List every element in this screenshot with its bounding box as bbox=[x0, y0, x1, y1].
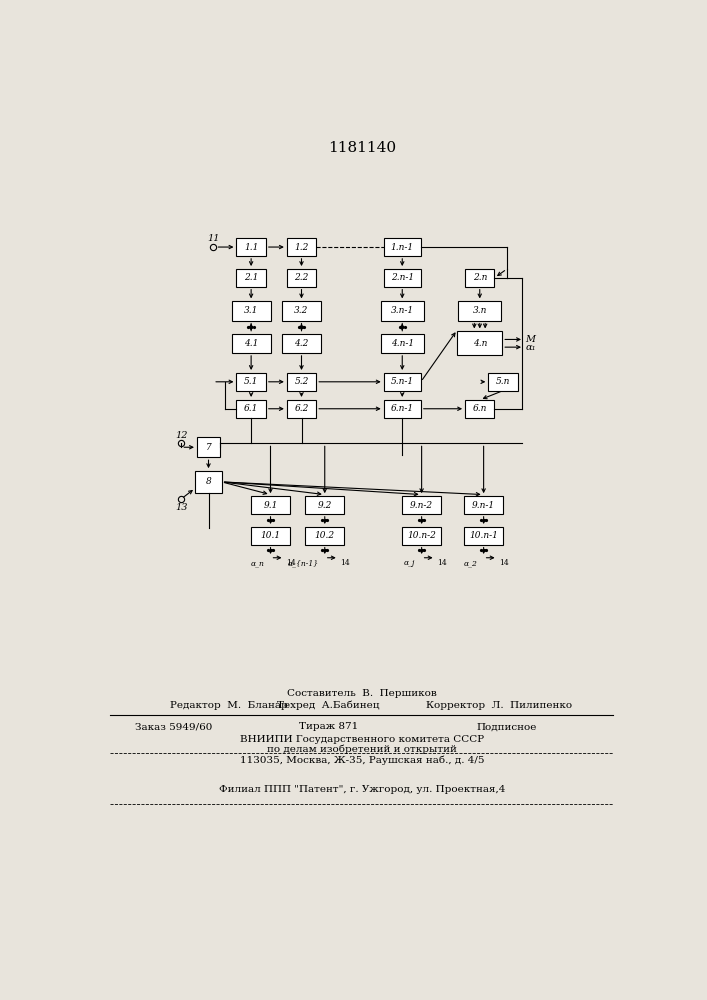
Bar bbox=[236, 269, 266, 287]
Text: Подписное: Подписное bbox=[477, 722, 537, 731]
Bar bbox=[381, 334, 423, 353]
Bar bbox=[251, 527, 290, 545]
Bar bbox=[236, 238, 266, 256]
Bar bbox=[458, 301, 501, 321]
Text: 5.n-1: 5.n-1 bbox=[391, 377, 414, 386]
Text: 9.2: 9.2 bbox=[317, 500, 332, 510]
Text: 2.1: 2.1 bbox=[244, 273, 258, 282]
Bar bbox=[197, 437, 220, 457]
Bar bbox=[402, 527, 441, 545]
Text: 14: 14 bbox=[286, 559, 296, 567]
Text: α_n: α_n bbox=[250, 559, 264, 567]
Text: 7: 7 bbox=[206, 443, 211, 452]
Bar bbox=[282, 334, 321, 353]
Bar bbox=[457, 331, 502, 355]
Bar bbox=[251, 496, 290, 514]
Text: 6.n-1: 6.n-1 bbox=[391, 404, 414, 413]
Text: 6.2: 6.2 bbox=[294, 404, 309, 413]
Text: Редактор  М.  Бланар: Редактор М. Бланар bbox=[170, 701, 288, 710]
Text: Филиал ППП "Патент", г. Ужгород, ул. Проектная,4: Филиал ППП "Патент", г. Ужгород, ул. Про… bbox=[218, 785, 505, 794]
Text: 10.n-1: 10.n-1 bbox=[469, 531, 498, 540]
Text: 6.1: 6.1 bbox=[244, 404, 258, 413]
Bar bbox=[287, 238, 316, 256]
Text: Техред  А.Бабинец: Техред А.Бабинец bbox=[277, 700, 380, 710]
Text: М: М bbox=[525, 335, 535, 344]
Bar bbox=[305, 496, 344, 514]
Bar bbox=[236, 400, 266, 418]
Text: 3.1: 3.1 bbox=[244, 306, 258, 315]
Bar bbox=[381, 301, 423, 321]
Text: 2.2: 2.2 bbox=[294, 273, 309, 282]
Bar bbox=[305, 527, 344, 545]
Bar bbox=[464, 496, 503, 514]
Text: α₁: α₁ bbox=[525, 343, 536, 352]
Bar bbox=[489, 373, 518, 391]
Text: 5.1: 5.1 bbox=[244, 377, 258, 386]
Text: 6.n: 6.n bbox=[472, 404, 487, 413]
Bar bbox=[465, 400, 494, 418]
Text: 113035, Москва, Ж-35, Раушская наб., д. 4/5: 113035, Москва, Ж-35, Раушская наб., д. … bbox=[240, 756, 484, 765]
Text: 14: 14 bbox=[499, 559, 509, 567]
Text: α_{n-1}: α_{n-1} bbox=[288, 559, 319, 567]
Text: α_2: α_2 bbox=[464, 559, 477, 567]
Text: Заказ 5949/60: Заказ 5949/60 bbox=[135, 722, 212, 731]
Text: 3.n-1: 3.n-1 bbox=[391, 306, 414, 315]
Text: 3.n: 3.n bbox=[472, 306, 487, 315]
Bar bbox=[384, 373, 421, 391]
Text: 10.2: 10.2 bbox=[315, 531, 335, 540]
Text: 12: 12 bbox=[175, 431, 187, 440]
Text: 10.n-2: 10.n-2 bbox=[407, 531, 436, 540]
Text: по делам изобретений и открытий: по делам изобретений и открытий bbox=[267, 744, 457, 754]
Text: 9.1: 9.1 bbox=[263, 500, 278, 510]
Text: 14: 14 bbox=[340, 559, 350, 567]
Bar bbox=[384, 238, 421, 256]
Bar bbox=[236, 373, 266, 391]
Text: ВНИИПИ Государственного комитета СССР: ВНИИПИ Государственного комитета СССР bbox=[240, 735, 484, 744]
Bar bbox=[384, 269, 421, 287]
Bar bbox=[402, 496, 441, 514]
Bar bbox=[232, 334, 271, 353]
Text: 5.2: 5.2 bbox=[294, 377, 309, 386]
Text: 4.n: 4.n bbox=[472, 339, 487, 348]
Text: Составитель  В.  Першиков: Составитель В. Першиков bbox=[287, 689, 437, 698]
Text: Корректор  Л.  Пилипенко: Корректор Л. Пилипенко bbox=[426, 701, 572, 710]
Bar bbox=[232, 301, 271, 321]
Text: 4.1: 4.1 bbox=[244, 339, 258, 348]
Text: 2.n-1: 2.n-1 bbox=[391, 273, 414, 282]
Bar bbox=[195, 471, 222, 493]
Bar bbox=[384, 400, 421, 418]
Text: 14: 14 bbox=[437, 559, 447, 567]
Text: 1.2: 1.2 bbox=[294, 243, 309, 252]
Text: 9.n-2: 9.n-2 bbox=[410, 500, 433, 510]
Bar bbox=[465, 269, 494, 287]
Bar bbox=[464, 527, 503, 545]
Text: 4.2: 4.2 bbox=[294, 339, 309, 348]
Text: 1181140: 1181140 bbox=[328, 141, 396, 155]
Bar bbox=[287, 269, 316, 287]
Text: 2.n: 2.n bbox=[472, 273, 487, 282]
Text: 10.1: 10.1 bbox=[260, 531, 281, 540]
Text: 3.2: 3.2 bbox=[294, 306, 309, 315]
Text: 1.1: 1.1 bbox=[244, 243, 258, 252]
Text: 13: 13 bbox=[175, 503, 187, 512]
Text: 1.n-1: 1.n-1 bbox=[391, 243, 414, 252]
Text: 11: 11 bbox=[207, 234, 219, 243]
Text: 4.n-1: 4.n-1 bbox=[391, 339, 414, 348]
Bar bbox=[287, 373, 316, 391]
Text: 8: 8 bbox=[206, 477, 211, 486]
Text: 9.n-1: 9.n-1 bbox=[472, 500, 495, 510]
Bar bbox=[282, 301, 321, 321]
Text: α_j: α_j bbox=[404, 559, 416, 567]
Text: 5.n: 5.n bbox=[496, 377, 510, 386]
Text: Тираж 871: Тираж 871 bbox=[299, 722, 358, 731]
Bar bbox=[287, 400, 316, 418]
